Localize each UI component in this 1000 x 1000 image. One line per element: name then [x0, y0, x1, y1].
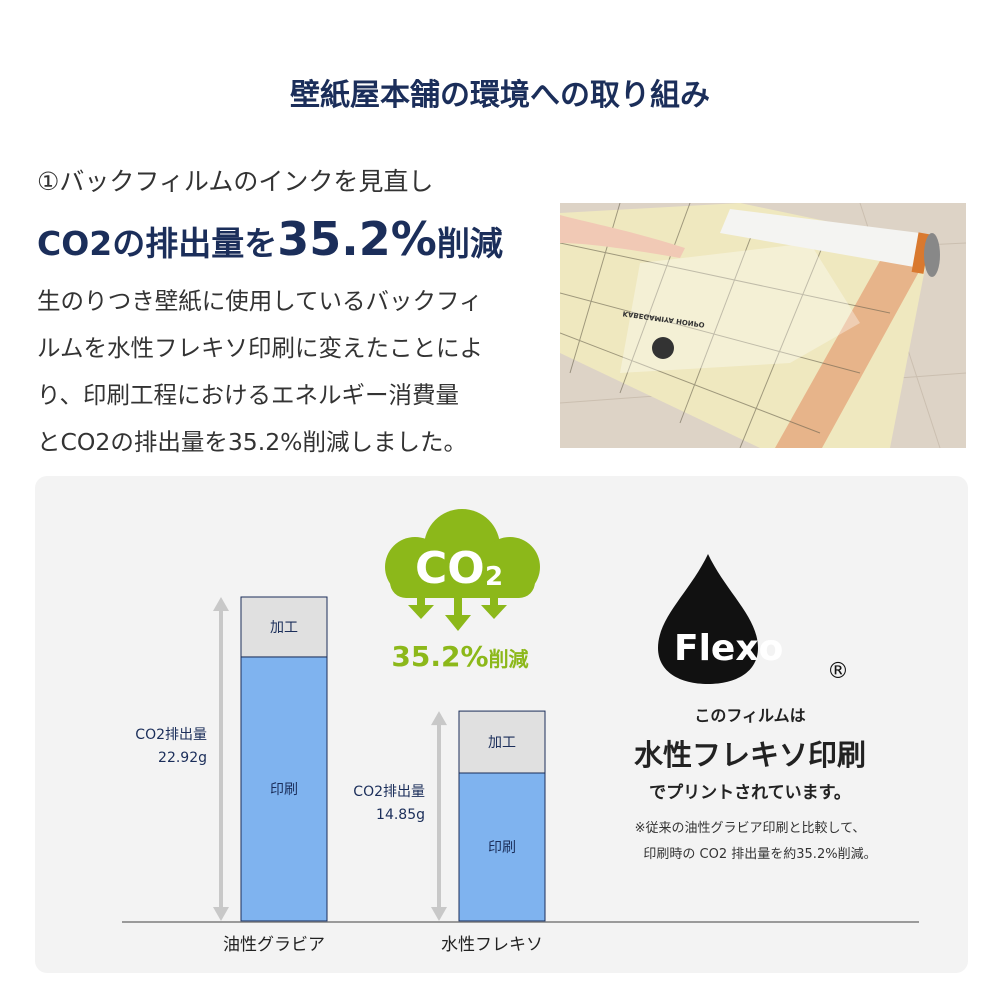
- body-line: 生のりつき壁紙に使用しているバックフィ: [37, 287, 483, 315]
- flexo-line1: このフィルムは: [694, 706, 806, 725]
- reduction-word: 削減: [488, 647, 529, 671]
- section-body: 生のりつき壁紙に使用しているバックフィ ルムを水性フレキソ印刷に変えたことによ …: [37, 278, 547, 466]
- arrow-head-down: [431, 907, 447, 921]
- flexo-drop-logo: Flexo ®: [658, 554, 849, 684]
- headline-post: 削減: [436, 224, 503, 263]
- co2-cloud-icon: CO 2: [385, 509, 540, 631]
- flexo-note2: 印刷時の CO2 排出量を約35.2%削減。: [643, 847, 877, 862]
- cloud-subscript: 2: [485, 562, 503, 592]
- flexo-line2: 水性フレキソ印刷: [633, 738, 866, 772]
- category-label: 水性フレキソ: [441, 935, 543, 955]
- bar-segment-印刷: [458, 772, 546, 922]
- arrow-head-down: [213, 907, 229, 921]
- arrow-head-up: [213, 597, 229, 611]
- segment-label: 加工: [488, 735, 516, 751]
- bar-segment-加工: [458, 710, 546, 774]
- headline-pre: CO2の排出量を: [37, 224, 278, 263]
- segment-label: 印刷: [270, 782, 298, 798]
- bar-segment-加工: [240, 596, 328, 658]
- body-line: ルムを水性フレキソ印刷に変えたことによ: [37, 334, 484, 362]
- section-subtitle: ①バックフィルムのインクを見直し: [37, 167, 434, 196]
- flexo-note1: ※従来の油性グラビア印刷と比較して、: [634, 821, 866, 836]
- registered-mark: ®: [827, 659, 849, 684]
- reduction-label: 35.2%削減: [370, 640, 550, 673]
- product-photo: KABEGAMIYA HONPO: [560, 203, 966, 448]
- flexo-line3: でプリントされています。: [649, 783, 851, 803]
- arrow-head-up: [431, 711, 447, 726]
- segment-label: 印刷: [488, 840, 516, 856]
- total-label: CO2排出量: [135, 727, 207, 743]
- flexo-logo-text: Flexo: [674, 628, 783, 669]
- section-headline: CO2の排出量を35.2%削減: [37, 212, 503, 266]
- total-value: 14.85g: [376, 807, 425, 823]
- page-title: 壁紙屋本舗の環境への取り組み: [290, 78, 710, 113]
- total-label: CO2排出量: [353, 784, 425, 800]
- total-value: 22.92g: [158, 750, 207, 766]
- segment-label: 加工: [270, 620, 298, 636]
- body-line: とCO2の排出量を35.2%削減しました。: [37, 428, 468, 456]
- category-label: 油性グラビア: [223, 935, 325, 955]
- body-line: り、印刷工程におけるエネルギー消費量: [37, 381, 460, 409]
- headline-value: 35.2%: [277, 212, 437, 266]
- cloud-text: CO: [415, 543, 485, 594]
- reduction-value: 35.2%: [391, 640, 489, 673]
